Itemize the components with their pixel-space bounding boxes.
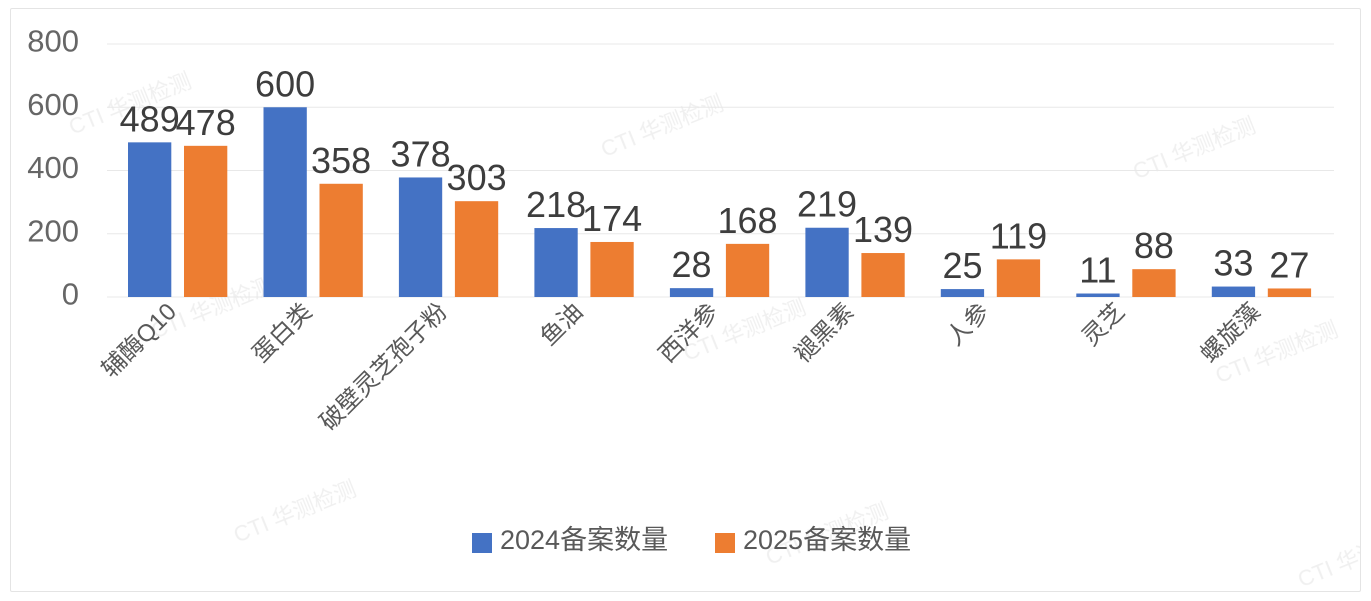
svg-text:88: 88 bbox=[1134, 225, 1174, 266]
svg-text:2024备案数量: 2024备案数量 bbox=[500, 525, 668, 555]
svg-text:0: 0 bbox=[62, 277, 79, 312]
svg-text:11: 11 bbox=[1079, 250, 1116, 291]
svg-text:489: 489 bbox=[120, 98, 180, 139]
svg-text:218: 218 bbox=[526, 184, 586, 225]
svg-text:600: 600 bbox=[27, 87, 79, 122]
svg-text:119: 119 bbox=[990, 215, 1047, 256]
svg-text:378: 378 bbox=[391, 133, 451, 174]
svg-text:219: 219 bbox=[797, 184, 857, 225]
svg-text:139: 139 bbox=[853, 209, 913, 250]
svg-text:33: 33 bbox=[1213, 243, 1253, 284]
svg-text:478: 478 bbox=[176, 102, 236, 143]
svg-text:174: 174 bbox=[582, 198, 642, 239]
svg-text:400: 400 bbox=[27, 150, 79, 185]
svg-text:358: 358 bbox=[311, 140, 371, 181]
svg-text:800: 800 bbox=[27, 24, 79, 59]
svg-text:25: 25 bbox=[942, 245, 982, 286]
svg-text:27: 27 bbox=[1269, 244, 1309, 285]
svg-text:303: 303 bbox=[447, 157, 507, 198]
svg-text:168: 168 bbox=[717, 200, 777, 241]
svg-text:28: 28 bbox=[671, 244, 711, 285]
svg-text:2025备案数量: 2025备案数量 bbox=[743, 525, 911, 555]
svg-text:600: 600 bbox=[255, 63, 315, 104]
svg-text:200: 200 bbox=[27, 213, 79, 248]
